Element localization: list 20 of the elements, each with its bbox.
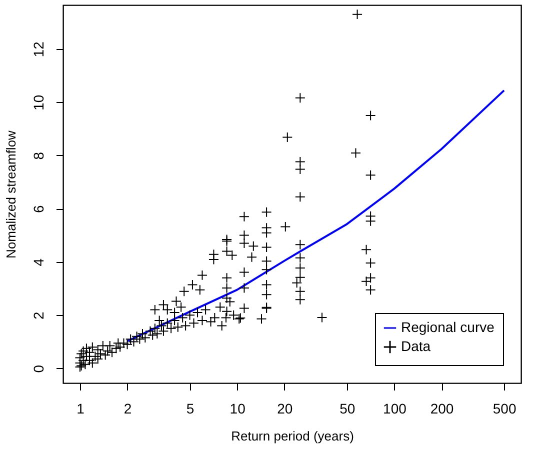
y-tick-label: 10	[30, 94, 46, 110]
legend-label: Data	[401, 338, 431, 354]
x-tick-label: 500	[492, 400, 516, 416]
x-tick-label: 2	[124, 400, 132, 416]
y-axis-title: Nomalized streamflow	[4, 130, 18, 258]
y-tick-label: 6	[30, 205, 46, 214]
x-tick-label: 100	[383, 400, 407, 416]
y-tick-label: 0	[30, 364, 46, 373]
legend-label: Regional curve	[401, 319, 495, 335]
y-tick-label: 12	[30, 41, 46, 58]
x-tick-label: 10	[230, 400, 246, 416]
y-tick-label: 2	[30, 312, 46, 320]
x-axis-title: Return period (years)	[231, 428, 354, 444]
y-tick-label: 4	[30, 258, 46, 266]
x-tick-label: 50	[340, 400, 356, 416]
x-tick-label: 5	[186, 400, 194, 416]
x-tick-label: 20	[277, 400, 293, 416]
x-tick-label: 200	[430, 400, 454, 416]
x-tick-label: 1	[76, 400, 85, 416]
y-tick-label: 8	[30, 152, 46, 160]
